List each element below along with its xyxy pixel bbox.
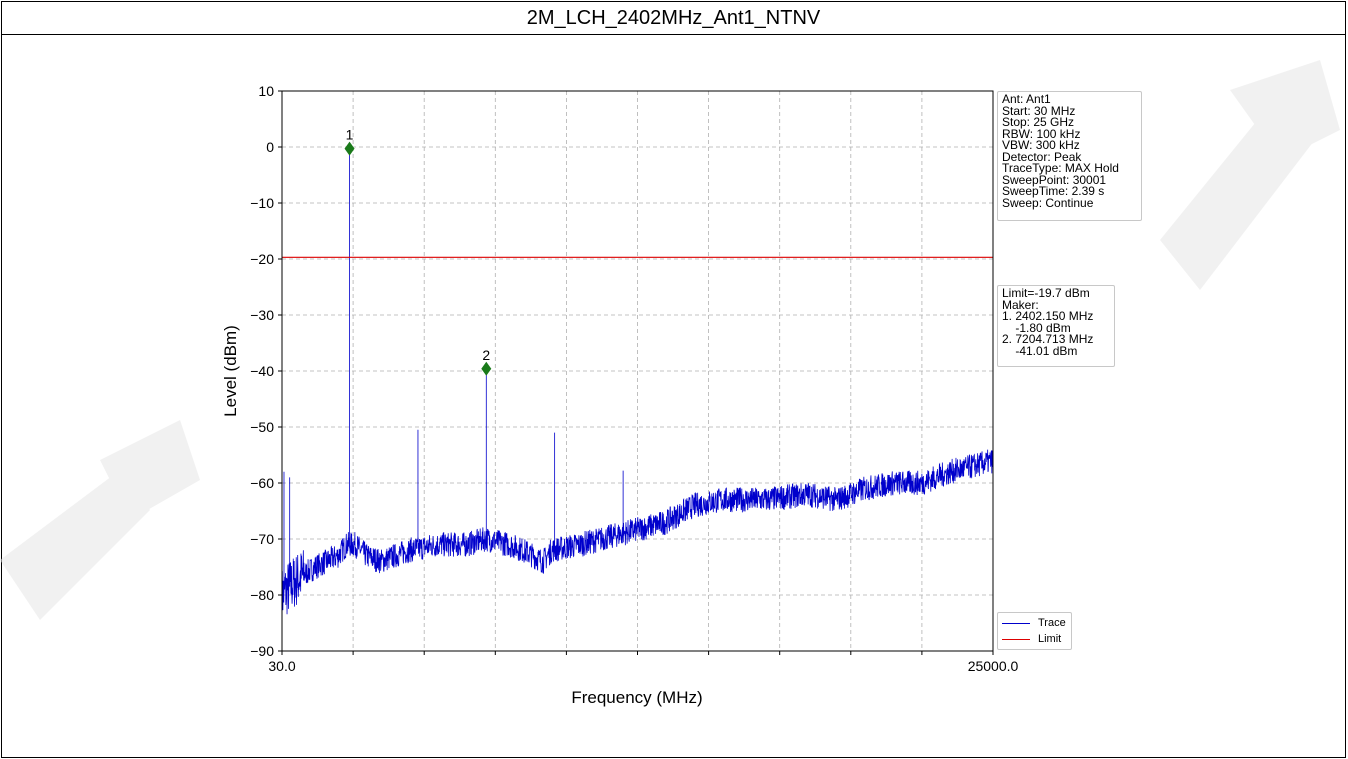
limit_box-line: -41.01 dBm (1002, 343, 1078, 358)
settings_box-line: Ant: Ant1 (1002, 92, 1051, 106)
trace-series (281, 148, 994, 624)
y-tick-label: −20 (250, 251, 274, 267)
marker-diamond (481, 361, 492, 376)
y-axis-label: Level (dBm) (221, 325, 240, 417)
settings_box-line: Start: 30 MHz (1002, 103, 1076, 118)
legend: Trace Limit (997, 612, 1072, 650)
y-tick-label: −60 (250, 475, 274, 491)
y-tick-label: 10 (258, 83, 274, 99)
limit-swatch (1002, 639, 1030, 640)
marker-label: 2 (482, 347, 490, 363)
x-tick-label: 25000.0 (968, 658, 1019, 674)
markers: 12 (344, 127, 492, 376)
settings_box-line: Stop: 25 GHz (1002, 115, 1075, 129)
y-tick-label: −40 (250, 363, 274, 379)
limit-marker-box: Limit=-19.7 dBm Maker: 1. 2402.150 MHz -1.… (997, 285, 1115, 367)
y-tick-label: −30 (250, 307, 274, 323)
x-axis-ticks: 30.0 25000.0 (268, 651, 1019, 674)
settings_box-line: SweepPoint: 30001 (1002, 172, 1107, 187)
limit_box-line: Limit=-19.7 dBm (1002, 286, 1090, 300)
limit_box-line: 2. 7204.713 MHz (1002, 332, 1094, 346)
settings_box-line: Detector: Peak (1002, 149, 1082, 164)
settings_box-line: TraceType: MAX Hold (1002, 161, 1119, 175)
trace-line (281, 148, 994, 624)
legend-label-trace: Trace (1038, 617, 1066, 629)
x-axis-label: Frequency (MHz) (571, 688, 702, 707)
y-tick-label: −50 (250, 419, 274, 435)
settings_box-line: Sweep: Continue (1002, 195, 1094, 210)
x-tick-label: 30.0 (268, 658, 295, 674)
grid-lines (282, 91, 993, 651)
settings_box-line: SweepTime: 2.39 s (1002, 184, 1105, 198)
y-tick-label: −10 (250, 195, 274, 211)
legend-label-limit: Limit (1038, 633, 1062, 645)
chart-title: 2M_LCH_2402MHz_Ant1_NTNV (2, 2, 1345, 35)
trace-swatch (1002, 623, 1030, 624)
settings_box-line: RBW: 100 kHz (1002, 126, 1081, 141)
y-tick-label: 0 (266, 139, 274, 155)
y-tick-label: −90 (250, 643, 274, 659)
marker-diamond (344, 141, 355, 156)
settings_box-line: VBW: 300 kHz (1002, 138, 1080, 152)
marker-label: 1 (346, 127, 354, 143)
limit_box-line: -1.80 dBm (1002, 320, 1071, 335)
limit_box-line: Maker: (1002, 297, 1039, 312)
limit_box-line: 1. 2402.150 MHz (1002, 309, 1094, 323)
sweep-settings-box: Ant: Ant1 Start: 30 MHz Stop: 25 GHz RBW: 1… (997, 91, 1142, 221)
y-axis-ticks: 10 0 −10 −20 −30 −40 −50 −60 −70 −80 −90 (250, 83, 282, 659)
y-tick-label: −80 (250, 587, 274, 603)
y-tick-label: −70 (250, 531, 274, 547)
